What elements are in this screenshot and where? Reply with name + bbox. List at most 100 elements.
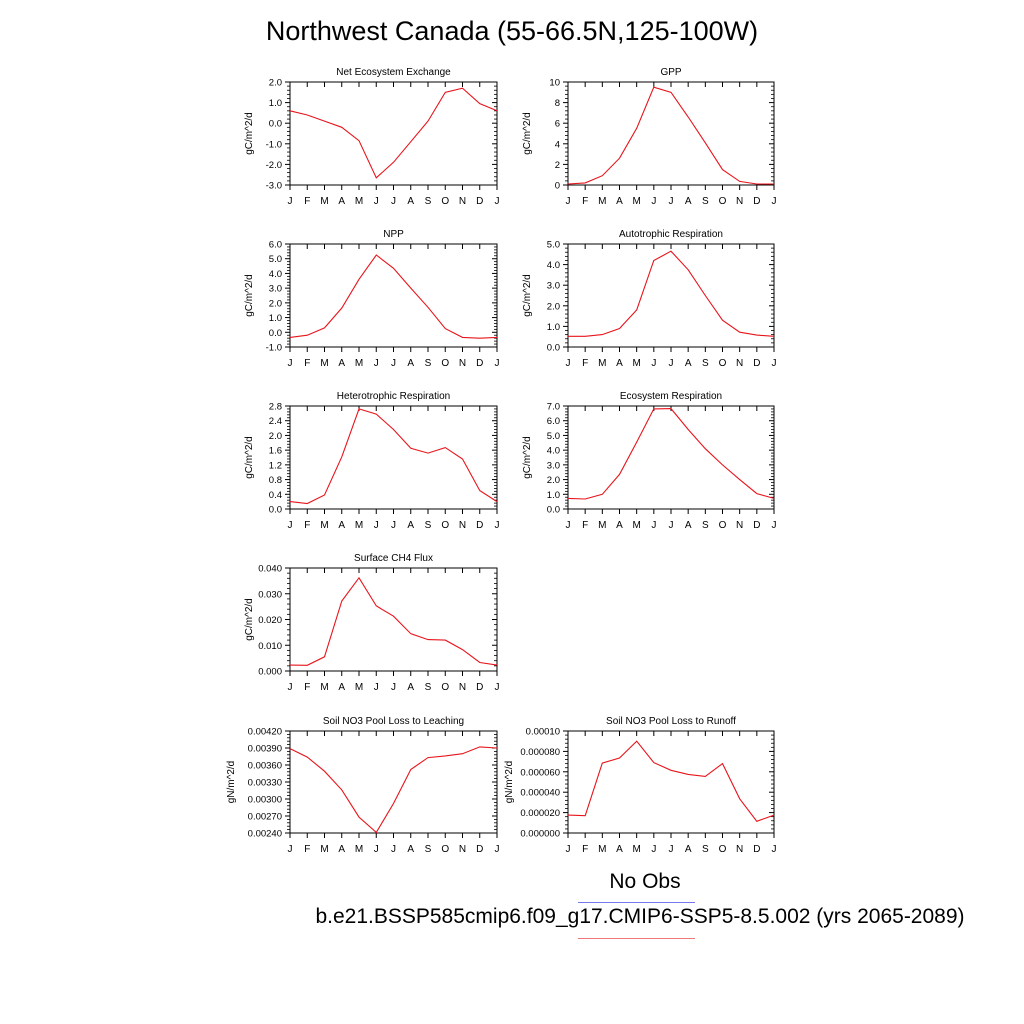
y-tick-label: 0.000080 [520,747,560,758]
x-tick-label: A [685,844,692,855]
y-tick-label: 0.0 [269,328,282,339]
series-line [568,250,775,337]
y-tick-label: 0.00390 [248,744,282,755]
y-tick-label: 8 [555,98,560,109]
x-tick-label: M [320,196,328,207]
series-line [567,740,775,822]
chart-panel: NPP-1.00.01.02.03.04.05.06.0J F M A M J J A S O N D… [244,229,500,369]
x-tick-label: F [582,196,588,207]
y-tick-label: 2.0 [269,78,282,89]
x-tick-label: D [753,196,760,207]
x-tick-label: M [320,358,328,369]
x-tick-label: N [459,196,466,207]
y-tick-label: 0.000060 [520,767,560,778]
x-tick-label: J [495,196,500,207]
y-tick-label: 0.010 [258,641,282,652]
chart-panel: Autotrophic Respiration 0.0 1.0 2.0 3.0 4.0 5.… [522,229,777,369]
x-tick-label: J [669,196,674,207]
x-tick-label: O [719,520,727,531]
x-tick-label: J [374,682,379,693]
x-tick-label: J [374,844,379,855]
y-tick-label: 3.0 [269,284,282,295]
x-tick-label: A [338,682,345,693]
x-tick-label: S [425,196,432,207]
plot-frame [567,81,775,186]
x-tick-label: D [753,520,760,531]
y-tick-label: 1.0 [547,322,560,333]
x-tick-label: A [616,844,623,855]
series-line [289,254,498,339]
series-line [289,408,498,505]
y-tick-label: 0.000 [258,667,282,678]
y-tick-label: 0.00240 [248,829,282,840]
x-tick-label: D [476,358,483,369]
y-tick-label: 0.0 [547,343,560,354]
plot-frame [289,243,498,348]
x-tick-label: F [304,844,310,855]
x-tick-label: J [772,844,777,855]
x-tick-label: J [288,844,293,855]
x-tick-label: J [669,358,674,369]
plot-frame [289,567,498,672]
panel-title: Ecosystem Respiration [620,391,722,402]
y-tick-label: 2.0 [269,431,282,442]
series-line [567,86,774,185]
plot-frame [289,81,498,186]
x-tick-label: A [616,196,623,207]
panel-title: Heterotrophic Respiration [337,391,450,402]
x-tick-label: J [566,844,571,855]
x-tick-label: J [391,196,396,207]
y-tick-label: 1.2 [269,460,282,471]
x-tick-label: D [753,844,760,855]
x-tick-label: J [391,844,396,855]
y-tick-label: 0.020 [258,615,282,626]
x-tick-label: A [407,682,414,693]
x-tick-label: A [685,196,692,207]
y-axis-label: gC/m^2/d [244,598,255,641]
y-tick-label: 0.000000 [520,829,560,840]
x-tick-label: D [753,358,760,369]
y-axis-label: gC/m^2/d [522,112,533,155]
y-axis-label: gN/m^2/d [226,761,237,804]
x-tick-label: A [616,520,623,531]
x-tick-label: M [598,520,606,531]
plot-frame [289,405,498,510]
x-tick-label: D [476,520,483,531]
x-tick-label: A [338,844,345,855]
x-tick-label: S [425,844,432,855]
panel-title: GPP [660,67,681,78]
y-tick-label: 5.0 [547,431,560,442]
x-tick-label: N [459,844,466,855]
y-tick-label: 3.0 [547,281,560,292]
x-tick-label: J [651,358,656,369]
x-tick-label: A [338,196,345,207]
x-tick-label: J [669,844,674,855]
x-tick-label: J [374,358,379,369]
panel-title: Soil NO3 Pool Loss to Leaching [323,716,464,727]
chart-panel: Soil NO3 Pool Loss to Runoff 0.000000 0.00… [504,716,777,855]
x-tick-label: M [355,520,363,531]
y-tick-label: 4.0 [547,446,560,457]
x-tick-label: J [391,520,396,531]
x-tick-label: M [355,844,363,855]
y-tick-label: 2.0 [269,298,282,309]
x-tick-label: S [702,844,709,855]
x-tick-label: F [304,520,310,531]
chart-panel: Surface CH4 Flux 0.000 0.010 0.020 0.030 0.04… [244,553,500,693]
y-tick-label: 10 [549,78,560,89]
chart-panel: Net Ecosystem Exchange -3.0 -2.0 -1.0 0.0 1.0… [244,67,500,207]
x-tick-label: A [685,520,692,531]
chart-panel: Ecosystem Respiration 0.0 1.0 2.0 3.0 4.0 5.0 6… [522,391,777,531]
y-tick-label: 0.00010 [526,727,560,738]
y-tick-label: 2.8 [269,402,282,413]
x-tick-label: N [459,520,466,531]
y-tick-label: 0.00300 [248,795,282,806]
chart-panel: Heterotrophic Respiration 0.0 0.4 0.8 1.2 1.6… [244,391,500,531]
y-tick-label: -1.0 [266,139,282,150]
x-tick-label: O [719,358,727,369]
y-tick-label: 5.0 [269,254,282,265]
y-tick-label: 1.0 [269,98,282,109]
y-tick-label: 1.0 [547,490,560,501]
x-tick-label: J [566,358,571,369]
x-tick-label: S [702,520,709,531]
